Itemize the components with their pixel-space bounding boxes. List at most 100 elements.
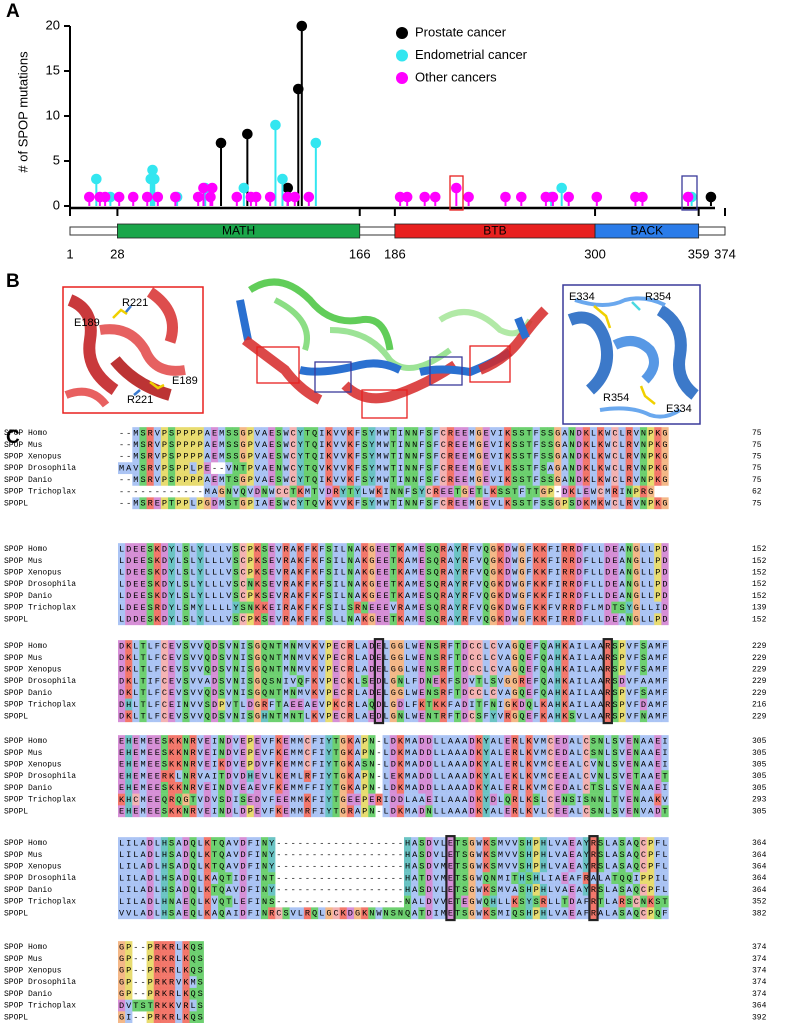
residue-cell	[532, 883, 540, 896]
residue-cell	[654, 473, 662, 486]
sequence-end: 364	[752, 886, 767, 895]
residue-cell	[561, 781, 569, 794]
residue-cell	[625, 438, 633, 451]
lollipop-head	[419, 191, 431, 203]
residue-cell	[289, 613, 297, 626]
residue-cell	[303, 710, 312, 723]
residue-cell	[160, 473, 169, 486]
residue-cell	[432, 710, 440, 723]
residue-cell	[189, 578, 197, 591]
residue-cell	[425, 698, 433, 711]
residue-cell	[554, 698, 562, 711]
residue-cell	[396, 651, 405, 664]
residue-cell	[253, 793, 262, 806]
residue-cell	[575, 781, 583, 794]
residue-cell	[468, 473, 476, 486]
residue-cell	[561, 497, 569, 510]
residue-cell	[168, 735, 176, 747]
residue-cell	[353, 589, 362, 602]
residue-cell	[597, 651, 605, 664]
residue-cell	[139, 438, 147, 451]
residue-cell	[246, 848, 254, 861]
residue-cell	[511, 640, 519, 652]
residue-cell	[582, 770, 590, 783]
lollipop-head	[296, 20, 308, 32]
residue-cell	[575, 758, 583, 771]
residue-cell	[175, 613, 183, 626]
residue-cell	[418, 462, 426, 475]
residue-cell	[389, 601, 397, 614]
residue-cell	[404, 848, 412, 861]
residue-cell	[361, 758, 369, 771]
residue-cell	[153, 987, 161, 1000]
residue-cell	[153, 554, 161, 567]
sequence: LDDESKDYLSLYLLLVSCPKSEVRAKFKFSLLNAKGEETK…	[119, 614, 668, 624]
lollipop-head	[215, 137, 227, 149]
residue-cell	[411, 485, 419, 498]
residue-cell	[547, 860, 555, 873]
residue-cell	[175, 473, 183, 486]
residue-cell	[261, 497, 269, 510]
residue-cell	[118, 781, 126, 794]
residue-cell	[325, 578, 333, 591]
residue-cell	[632, 497, 641, 510]
residue-cell	[568, 895, 576, 908]
residue-cell	[511, 746, 519, 759]
residue-cell	[168, 907, 176, 920]
residue-cell	[411, 554, 419, 567]
residue-cell	[554, 710, 562, 723]
residue-cell	[168, 805, 176, 818]
residue-cell	[253, 872, 262, 885]
residue-cell	[389, 710, 397, 723]
residue-cell	[647, 883, 655, 896]
residue-cell	[568, 860, 576, 873]
residue-cell	[125, 987, 133, 1000]
residue-cell	[475, 860, 483, 873]
residue-cell	[561, 663, 569, 676]
residue-cell	[518, 485, 526, 498]
sequence-name: SPOP Homo	[4, 429, 47, 438]
residue-cell	[218, 663, 226, 676]
residue-cell	[132, 601, 140, 614]
residue-cell	[153, 543, 161, 555]
residue-cell	[268, 663, 276, 676]
residue-cell	[361, 663, 369, 676]
residue-cell	[511, 554, 519, 567]
residue-cell	[189, 566, 197, 579]
residue-cell	[597, 848, 605, 861]
residue-cell	[504, 781, 512, 794]
residue-cell	[618, 554, 626, 567]
residue-cell	[339, 710, 347, 723]
residue-cell	[246, 710, 254, 723]
residue-cell	[418, 497, 426, 510]
highlight-box	[449, 175, 464, 211]
residue-cell	[125, 860, 133, 873]
residue-cell	[282, 781, 290, 794]
residue-cell	[618, 686, 626, 699]
residue-cell	[332, 543, 340, 555]
residue-cell	[125, 848, 133, 861]
residue-cell	[325, 651, 333, 664]
residue-cell	[518, 883, 526, 896]
residue-cell	[561, 907, 569, 920]
residue-cell	[118, 640, 126, 652]
residue-cell	[168, 578, 176, 591]
residue-cell	[639, 758, 648, 771]
residue-cell	[368, 566, 376, 579]
residue-cell	[232, 427, 240, 439]
residue-cell	[339, 450, 347, 463]
residue-cell	[232, 793, 240, 806]
residue-cell	[203, 848, 212, 861]
residue-cell	[118, 686, 126, 699]
residue-cell	[539, 735, 548, 747]
residue-cell	[425, 473, 433, 486]
residue-cell	[368, 462, 376, 475]
residue-cell	[561, 450, 569, 463]
residue-cell	[446, 837, 455, 849]
residue-cell	[547, 438, 555, 451]
residue-cell	[125, 907, 133, 920]
lollipop-head	[282, 182, 294, 194]
residue-cell	[168, 848, 176, 861]
residue-cell	[346, 675, 355, 688]
residue-cell	[196, 686, 204, 699]
